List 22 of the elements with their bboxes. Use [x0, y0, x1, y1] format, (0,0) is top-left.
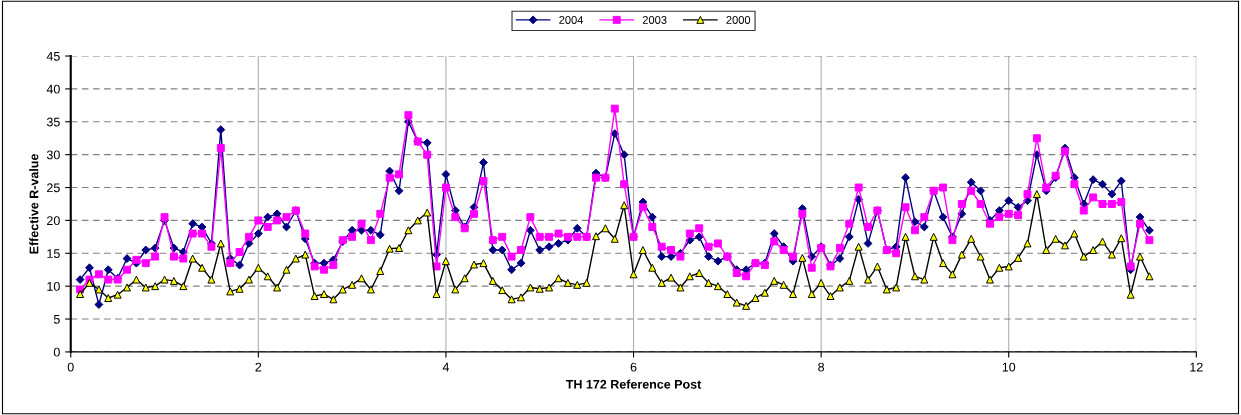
- y-tick-label: 0: [53, 347, 60, 357]
- x-tick-label: 6: [630, 362, 637, 372]
- x-tick-label: 0: [67, 362, 74, 372]
- y-axis-title: Effective R-value: [29, 154, 39, 254]
- x-tick-label: 12: [1190, 362, 1203, 372]
- legend-label: 2004: [559, 16, 584, 24]
- y-tick-label: 15: [47, 249, 60, 258]
- x-axis-title: TH 172 Reference Post: [565, 379, 702, 389]
- x-tick-label: 2: [255, 362, 262, 372]
- legend-label: 2003: [642, 16, 667, 24]
- y-tick-label: 30: [46, 150, 60, 160]
- legend-label: 2000: [726, 16, 751, 24]
- y-tick-label: 25: [47, 183, 60, 193]
- y-tick-label: 20: [47, 216, 60, 226]
- x-tick-label: 10: [1002, 362, 1016, 372]
- y-tick-label: 40: [46, 84, 60, 94]
- y-tick-label: 10: [47, 281, 60, 291]
- x-tick-label: 8: [818, 362, 825, 372]
- y-tick-label: 5: [53, 314, 60, 324]
- y-tick-label: 35: [46, 117, 60, 127]
- y-tick-label: 45: [46, 51, 60, 61]
- x-tick-label: 4: [442, 362, 450, 372]
